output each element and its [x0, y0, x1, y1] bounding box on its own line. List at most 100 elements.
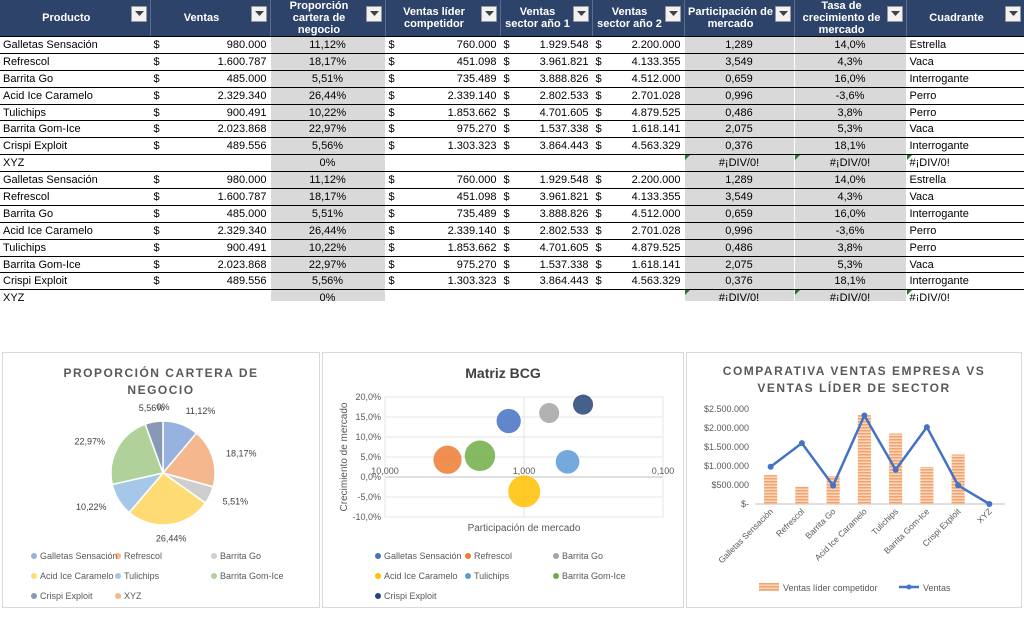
bcg-bubble[interactable]	[573, 394, 594, 415]
bcg-bubble[interactable]	[496, 408, 521, 434]
cell-proporcion[interactable]: 11,12%	[270, 171, 386, 190]
cell-sector-1[interactable]: $4.701.605	[500, 239, 593, 257]
pie-legend-entry[interactable]: Galletas Sensación	[31, 551, 118, 561]
cell-lider[interactable]: $1.303.323	[385, 272, 501, 291]
filter-dropdown-icon[interactable]	[774, 6, 791, 22]
sales-point[interactable]	[861, 412, 868, 419]
cell-sector-2[interactable]: $2.200.000	[592, 171, 685, 190]
cell-tasa[interactable]: 16,0%	[794, 205, 907, 223]
cell-participacion[interactable]: 0,659	[684, 70, 795, 88]
cell-sector-1[interactable]: $3.961.821	[500, 53, 593, 71]
cell-tasa[interactable]: -3,6%	[794, 87, 907, 105]
cell-tasa[interactable]: 18,1%	[794, 272, 907, 291]
cell-proporcion[interactable]: 11,12%	[270, 36, 386, 54]
cell-sector-1[interactable]: $3.864.443	[500, 137, 593, 156]
cell-producto[interactable]: Barrita Gom-Ice	[0, 256, 151, 274]
cell-sector-2[interactable]: $1.618.141	[592, 120, 685, 139]
cell-sector-1[interactable]: $1.929.548	[500, 36, 593, 54]
cell-cuadrante[interactable]: Vaca	[906, 120, 1024, 139]
cell-tasa[interactable]: 18,1%	[794, 137, 907, 156]
cell-cuadrante[interactable]: Estrella	[906, 36, 1024, 54]
cell-participacion[interactable]: 3,549	[684, 53, 795, 71]
cell-proporcion[interactable]: 10,22%	[270, 239, 386, 257]
cell-proporcion[interactable]: 18,17%	[270, 188, 386, 206]
sales-point[interactable]	[892, 466, 899, 473]
cell-tasa[interactable]: 14,0%	[794, 36, 907, 54]
cell-participacion[interactable]: 1,289	[684, 36, 795, 54]
cell-cuadrante[interactable]: Interrogante	[906, 272, 1024, 291]
cell-sector-1[interactable]: $3.888.826	[500, 70, 593, 88]
cell-lider[interactable]: $1.853.662	[385, 239, 501, 257]
competitor-sales-bar[interactable]	[857, 415, 871, 504]
cell-proporcion[interactable]: 26,44%	[270, 87, 386, 105]
cell-ventas[interactable]: $1.600.787	[150, 53, 271, 71]
cell-tasa[interactable]: #¡DIV/0!	[794, 154, 907, 173]
cell-lider[interactable]: $975.270	[385, 120, 501, 139]
pie-legend-entry[interactable]: XYZ	[115, 591, 142, 601]
cell-proporcion[interactable]: 5,51%	[270, 70, 386, 88]
cell-lider[interactable]: $735.489	[385, 70, 501, 88]
bcg-bubble[interactable]	[433, 445, 462, 474]
cell-ventas[interactable]: $900.491	[150, 104, 271, 122]
cell-sector-1[interactable]: $3.961.821	[500, 188, 593, 206]
cell-participacion[interactable]: 0,659	[684, 205, 795, 223]
cell-lider[interactable]: $1.853.662	[385, 104, 501, 122]
cell-producto[interactable]: Crispi Exploit	[0, 272, 151, 291]
cell-sector-1[interactable]: $1.537.338	[500, 120, 593, 139]
cell-sector-1[interactable]	[500, 154, 593, 173]
cell-producto[interactable]: Crispi Exploit	[0, 137, 151, 156]
bcg-legend-entry[interactable]: Refrescol	[465, 551, 512, 561]
competitor-sales-bar[interactable]	[795, 486, 809, 504]
pie-slice[interactable]	[144, 420, 164, 474]
cell-sector-2[interactable]: $4.512.000	[592, 205, 685, 223]
comparison-chart-panel[interactable]: COMPARATIVA VENTAS EMPRESA VS VENTAS LÍD…	[686, 352, 1022, 608]
cell-ventas[interactable]: $489.556	[150, 272, 271, 291]
cell-cuadrante[interactable]: Vaca	[906, 256, 1024, 274]
cell-lider[interactable]: $2.339.140	[385, 222, 501, 240]
cell-lider[interactable]: $1.303.323	[385, 137, 501, 156]
cell-ventas[interactable]: $485.000	[150, 205, 271, 223]
cell-ventas[interactable]: $1.600.787	[150, 188, 271, 206]
competitor-sales-bar[interactable]	[920, 466, 934, 504]
cell-cuadrante[interactable]: Perro	[906, 222, 1024, 240]
cell-proporcion[interactable]: 10,22%	[270, 104, 386, 122]
cell-lider[interactable]: $760.000	[385, 171, 501, 190]
cell-cuadrante[interactable]: Interrogante	[906, 70, 1024, 88]
bcg-bubble[interactable]	[464, 440, 496, 472]
cell-sector-1[interactable]: $3.864.443	[500, 272, 593, 291]
cell-participacion[interactable]: 0,486	[684, 239, 795, 257]
cell-lider[interactable]: $760.000	[385, 36, 501, 54]
cell-cuadrante[interactable]: Estrella	[906, 171, 1024, 190]
pie-slice[interactable]	[161, 432, 216, 488]
cell-participacion[interactable]: 0,376	[684, 272, 795, 291]
cell-sector-2[interactable]: $4.512.000	[592, 70, 685, 88]
filter-dropdown-icon[interactable]	[572, 6, 589, 22]
cell-cuadrante[interactable]: Vaca	[906, 53, 1024, 71]
cell-producto[interactable]: Galletas Sensación	[0, 36, 151, 54]
cell-participacion[interactable]: 1,289	[684, 171, 795, 190]
cell-ventas[interactable]: $900.491	[150, 239, 271, 257]
cell-participacion[interactable]: 3,549	[684, 188, 795, 206]
cell-producto[interactable]: Acid Ice Caramelo	[0, 87, 151, 105]
cell-participacion[interactable]: 0,996	[684, 87, 795, 105]
cell-producto[interactable]: XYZ	[0, 289, 151, 301]
cell-lider[interactable]: $451.098	[385, 53, 501, 71]
cell-cuadrante[interactable]: Interrogante	[906, 205, 1024, 223]
cell-sector-1[interactable]: $2.802.533	[500, 87, 593, 105]
cell-ventas[interactable]: $980.000	[150, 171, 271, 190]
cell-tasa[interactable]: 3,8%	[794, 239, 907, 257]
cell-participacion[interactable]: 2,075	[684, 120, 795, 139]
cell-producto[interactable]: Refrescol	[0, 188, 151, 206]
bcg-legend-entry[interactable]: Barrita Gom-Ice	[553, 571, 626, 581]
pie-legend-entry[interactable]: Refrescol	[115, 551, 162, 561]
pie-legend-entry[interactable]: Tulichips	[115, 571, 159, 581]
pie-legend-entry[interactable]: Acid Ice Caramelo	[31, 571, 114, 581]
cell-participacion[interactable]: #¡DIV/0!	[684, 289, 795, 301]
filter-dropdown-icon[interactable]	[480, 6, 497, 22]
cell-sector-2[interactable]: $2.701.028	[592, 87, 685, 105]
cell-proporcion[interactable]: 0%	[270, 289, 386, 301]
cell-sector-1[interactable]: $2.802.533	[500, 222, 593, 240]
pie-chart-panel[interactable]: PROPORCIÓN CARTERA DE NEGOCIO 11,12% 18,1…	[2, 352, 320, 608]
cell-sector-2[interactable]	[592, 289, 685, 301]
cell-sector-1[interactable]: $1.537.338	[500, 256, 593, 274]
